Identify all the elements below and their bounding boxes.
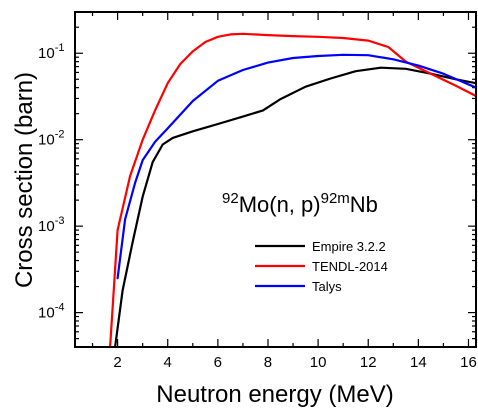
legend-label: Talys — [312, 279, 342, 294]
series-line — [116, 53, 476, 280]
reaction-annotation: 92Mo(n, p)92mNb — [222, 190, 378, 217]
x-axis-title: Neutron energy (MeV) — [156, 381, 393, 408]
legend: Empire 3.2.2 TENDL-2014 Talys — [255, 239, 388, 294]
legend-label: Empire 3.2.2 — [312, 239, 386, 254]
annotation-pre-sup: 92 — [222, 190, 239, 207]
annotation-main: Mo(n, p) — [239, 192, 321, 217]
x-tick-label: 6 — [214, 354, 222, 371]
y-tick-label: 10-3 — [38, 215, 64, 235]
annotation-end: Nb — [350, 192, 378, 217]
data-curves — [109, 32, 476, 347]
series-line — [109, 32, 476, 347]
x-tick-label: 14 — [410, 354, 427, 371]
x-tick-label: 10 — [310, 354, 327, 371]
y-tick-label: 10-2 — [38, 129, 64, 149]
y-tick-label: 10-4 — [38, 302, 64, 322]
y-axis-title: Cross section (barn) — [11, 72, 38, 288]
legend-label: TENDL-2014 — [312, 259, 388, 274]
x-tick-label: 2 — [113, 354, 121, 371]
x-tick-label: 12 — [360, 354, 377, 371]
y-tick-label: 10-1 — [38, 42, 64, 62]
annotation-post-sup: 92m — [321, 190, 350, 207]
tick-labels: 2 4 6 8 10 12 14 16 10-1 10-2 10-3 10-4 — [38, 42, 477, 371]
series-line — [114, 66, 476, 347]
x-tick-label: 8 — [264, 354, 272, 371]
plot-frame — [74, 11, 477, 348]
x-tick-label: 16 — [460, 354, 477, 371]
x-tick-label: 4 — [164, 354, 172, 371]
